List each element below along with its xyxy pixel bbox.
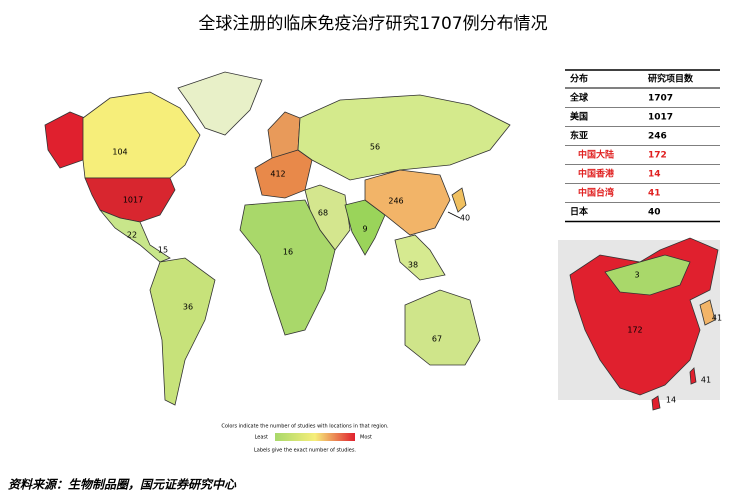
region-label: 41 [712,314,722,323]
region-label: 36 [183,303,193,312]
map-labels: 104 1017 22 15 36 412 56 68 9 246 40 16 38 67 [112,143,470,344]
region-label: 38 [408,261,418,270]
legend-gradient [275,433,355,441]
row-value: 172 [648,151,667,161]
region-label: 15 [158,246,168,255]
region-label: 68 [318,209,328,218]
legend-note: Labels give the exact number of studies. [254,448,356,454]
row-label: 全球 [569,92,589,104]
region-label: 67 [432,335,442,344]
row-value: 41 [648,189,661,199]
region-label: 1017 [123,196,143,205]
region-label: 9 [362,225,367,234]
region-label: 22 [127,231,137,240]
row-label: 东亚 [570,130,588,142]
region-label: 14 [666,396,676,405]
table: 分布 研究项目数 全球 1707 美国 1017 东亚 246 中国大陆 172 中国香港 14 中… [565,69,720,223]
region-label: 412 [270,170,285,179]
row-value: 40 [648,208,661,218]
region-label: 16 [283,248,293,257]
row-label: 美国 [570,111,588,123]
legend: Colors indicate the number of studies wi… [221,424,389,454]
region-label: 172 [627,326,642,335]
row-label: 中国台湾 [578,187,614,199]
row-label: 中国大陆 [578,149,614,161]
legend-caption: Colors indicate the number of studies wi… [221,424,389,430]
row-value: 1707 [648,94,673,104]
legend-low: Least [255,435,268,441]
inset-labels: 3 172 41 41 14 [627,271,722,405]
title: 全球注册的临床免疫治疗研究1707例分布情况 [198,14,547,34]
world-map [44,71,511,406]
source: 资料来源：生物制品圈，国元证券研究中心 [8,478,237,492]
row-value: 1017 [648,113,673,123]
region-label: 41 [701,376,711,385]
row-value: 14 [648,170,661,180]
row-value: 246 [648,132,667,142]
legend-high: Most [360,435,372,441]
region-label: 3 [634,271,639,280]
region-label: 56 [370,143,380,152]
region-label: 246 [388,197,403,206]
row-label: 中国香港 [578,168,615,180]
region-label: 40 [460,214,470,223]
table-header: 分布 [570,73,588,85]
region-label: 104 [112,148,127,157]
table-header: 研究项目数 [648,73,694,85]
row-label: 日本 [570,206,589,218]
inset-map [558,237,720,411]
